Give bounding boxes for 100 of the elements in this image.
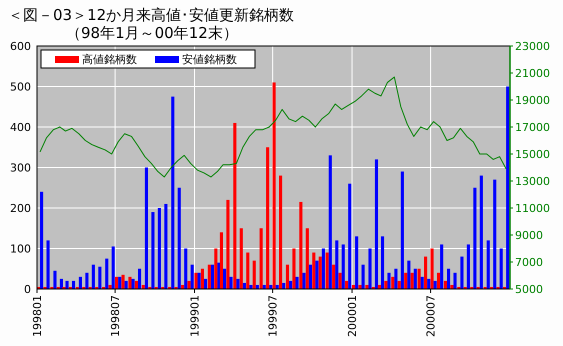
y2-tick-label: 5000 (515, 283, 543, 296)
bar (418, 268, 421, 289)
y2-tick-label: 11000 (515, 202, 550, 215)
chart-title: ＜図－03＞12か月来高値･安値更新銘柄数 (8, 6, 294, 24)
bar (506, 86, 510, 289)
bar (348, 184, 352, 289)
bar (220, 232, 224, 289)
y-tick-label: 500 (10, 80, 31, 94)
x-tick-label: 199901 (188, 295, 202, 337)
bar (269, 284, 272, 289)
bar (486, 240, 490, 289)
bar (299, 202, 302, 289)
bar (85, 272, 88, 289)
bar (407, 260, 410, 289)
bar (171, 96, 174, 289)
bar (121, 274, 125, 289)
bar (335, 240, 338, 289)
bar (144, 168, 148, 289)
x-tick-label: 199907 (266, 295, 280, 337)
bar (394, 268, 398, 289)
line-series (40, 76, 507, 178)
bar (233, 122, 236, 289)
x-tick-label: 200001 (346, 295, 360, 337)
bar (420, 276, 424, 289)
bar (473, 188, 476, 289)
y2-tick-label: 9000 (515, 229, 543, 242)
bar (306, 228, 309, 289)
bar (229, 276, 233, 289)
bar (362, 264, 365, 289)
bar (40, 192, 44, 289)
bar (318, 256, 322, 289)
bar (380, 236, 384, 289)
bar (387, 272, 391, 289)
bar (138, 268, 142, 289)
y-tick-label: 300 (10, 162, 31, 174)
bar (262, 284, 266, 289)
bar (240, 228, 243, 289)
bar (480, 176, 483, 289)
bar (342, 244, 345, 289)
y2-tick-label: 17000 (515, 121, 550, 134)
bar (322, 248, 325, 289)
bar (200, 268, 204, 289)
y-tick-label: 400 (10, 121, 31, 134)
bar (246, 252, 250, 289)
bar (460, 256, 464, 289)
bar (194, 272, 198, 289)
x-tick-label: 200007 (424, 295, 438, 337)
bar (292, 248, 296, 289)
y2-tick-label: 21000 (515, 67, 550, 80)
y2-tick-label: 23000 (515, 40, 550, 53)
bar (398, 280, 401, 289)
bar (414, 268, 417, 289)
bar (276, 284, 279, 289)
bar (208, 264, 211, 289)
bar (223, 268, 226, 289)
bar (424, 256, 428, 289)
bar (214, 248, 218, 289)
bar (210, 264, 214, 289)
bar (260, 228, 263, 289)
chart-subtitle: （98年1月～00年12末） (66, 24, 238, 42)
bar (308, 264, 312, 289)
y2-tick-label: 19000 (515, 94, 550, 107)
bar (446, 268, 450, 289)
bar (53, 270, 57, 289)
bar (92, 264, 95, 289)
bar (158, 208, 161, 289)
bar (466, 244, 470, 289)
bar (112, 246, 115, 289)
bar (236, 278, 240, 289)
bar (430, 248, 434, 289)
bar (328, 155, 332, 289)
bar (266, 147, 270, 289)
bar (326, 252, 329, 289)
bar (302, 272, 306, 289)
bar (436, 272, 440, 289)
bar (391, 276, 394, 289)
bar (98, 266, 102, 289)
legend-label: 高値銘柄数 (82, 53, 137, 66)
bar (164, 204, 168, 289)
bar (315, 260, 318, 289)
bar (151, 212, 154, 289)
y2-tick-label: 15000 (515, 148, 550, 161)
bar (178, 188, 181, 289)
bar (198, 272, 201, 289)
bar (252, 260, 256, 289)
bar (184, 248, 188, 289)
x-tick-label: 199807 (109, 295, 122, 337)
bar (440, 244, 444, 289)
bar (296, 276, 299, 289)
bar (500, 248, 503, 289)
bar (282, 282, 286, 289)
bar (368, 248, 372, 289)
bar (272, 82, 276, 289)
legend-label: 安値銘柄数 (182, 53, 237, 66)
bar (128, 276, 132, 289)
bar (105, 258, 108, 289)
x-tick-label: 199801 (31, 295, 44, 337)
bar (453, 272, 457, 289)
bar (404, 272, 408, 289)
y2-tick-label: 13000 (515, 175, 550, 188)
